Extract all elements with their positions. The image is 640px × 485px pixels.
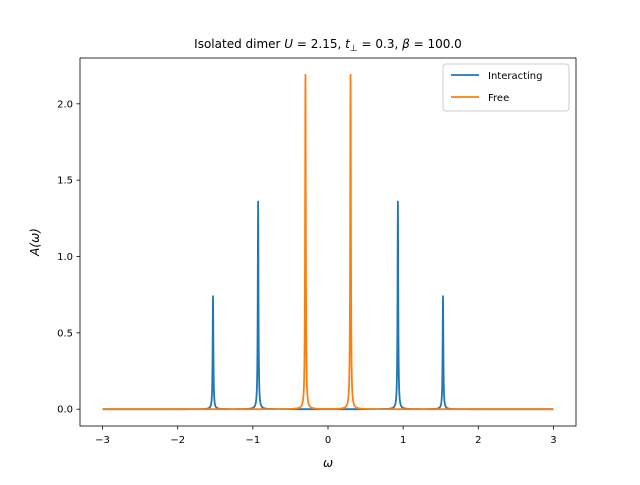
series-layer — [101, 73, 555, 411]
legend-label-interacting: Interacting — [488, 71, 542, 82]
x-tick-label: −1 — [245, 435, 260, 446]
ticks-layer: −3 −2 −1 0 1 2 3 0.0 0.5 1.0 1.5 2.0 — [57, 99, 557, 446]
y-tick-label: 1.5 — [57, 176, 73, 187]
legend-label-free: Free — [488, 93, 509, 104]
y-tick-label: 0.5 — [57, 328, 73, 339]
x-tick-label: 3 — [550, 435, 556, 446]
series-line-free — [101, 73, 555, 411]
legend: Interacting Free — [442, 63, 570, 112]
y-tick-label: 2.0 — [57, 99, 73, 110]
x-tick-label: 2 — [475, 435, 481, 446]
y-axis-label: A(ω) — [28, 228, 42, 257]
y-tick-label: 1.0 — [57, 252, 73, 263]
x-axis-label: ω — [323, 456, 333, 470]
x-tick-label: 1 — [400, 435, 406, 446]
x-tick-label: −3 — [95, 435, 110, 446]
y-tick-label: 0.0 — [57, 405, 73, 416]
plot-frame — [79, 57, 577, 427]
x-tick-label: −2 — [170, 435, 185, 446]
x-tick-label: 0 — [325, 435, 331, 446]
chart-title: Isolated dimer U = 2.15, t⊥ = 0.3, β = 1… — [194, 37, 462, 54]
